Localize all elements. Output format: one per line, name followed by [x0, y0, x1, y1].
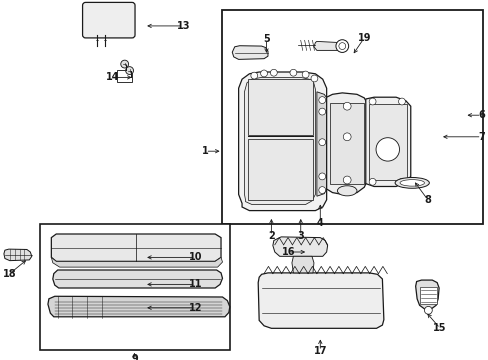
Text: 6: 6 — [477, 110, 484, 120]
Ellipse shape — [337, 186, 356, 196]
Bar — [248, 79, 312, 135]
Text: 10: 10 — [188, 252, 202, 262]
Circle shape — [318, 96, 325, 104]
Polygon shape — [415, 280, 438, 309]
Text: 5: 5 — [263, 34, 269, 44]
Text: 1: 1 — [202, 146, 208, 156]
Circle shape — [398, 98, 405, 105]
Circle shape — [318, 139, 325, 146]
Circle shape — [289, 69, 296, 76]
Bar — [368, 104, 406, 180]
Circle shape — [270, 69, 277, 76]
Polygon shape — [53, 270, 222, 288]
Polygon shape — [4, 249, 32, 261]
Text: 4: 4 — [316, 218, 323, 228]
Circle shape — [310, 75, 317, 82]
Polygon shape — [313, 41, 339, 50]
Text: 3: 3 — [297, 231, 304, 241]
Circle shape — [260, 70, 267, 77]
Bar — [222, 10, 482, 224]
Circle shape — [424, 306, 431, 314]
Circle shape — [343, 133, 350, 141]
Circle shape — [343, 102, 350, 110]
Circle shape — [338, 42, 345, 50]
Circle shape — [250, 72, 257, 79]
Polygon shape — [365, 97, 410, 186]
Circle shape — [398, 178, 405, 185]
Text: 15: 15 — [432, 323, 446, 333]
Text: 14: 14 — [105, 72, 119, 82]
Polygon shape — [51, 234, 221, 261]
Text: 16: 16 — [281, 247, 295, 257]
Circle shape — [121, 60, 128, 68]
Text: 18: 18 — [3, 269, 17, 279]
Circle shape — [368, 178, 375, 185]
Polygon shape — [258, 273, 383, 328]
Ellipse shape — [399, 180, 424, 186]
Text: 11: 11 — [188, 279, 202, 289]
Bar — [117, 70, 132, 82]
Circle shape — [335, 40, 348, 53]
Circle shape — [343, 176, 350, 184]
Polygon shape — [272, 237, 327, 256]
Circle shape — [318, 173, 325, 180]
Ellipse shape — [375, 138, 399, 161]
Polygon shape — [326, 93, 366, 194]
Text: 2: 2 — [267, 231, 274, 241]
Text: 8: 8 — [424, 195, 430, 205]
Polygon shape — [244, 77, 315, 204]
Polygon shape — [232, 46, 267, 59]
Circle shape — [318, 108, 325, 115]
Ellipse shape — [394, 177, 428, 188]
Text: 7: 7 — [477, 132, 484, 142]
Circle shape — [302, 71, 308, 78]
Polygon shape — [291, 256, 313, 273]
Polygon shape — [48, 296, 229, 317]
Polygon shape — [238, 72, 326, 211]
Text: 17: 17 — [313, 346, 326, 356]
Text: 19: 19 — [357, 33, 370, 43]
Text: 9: 9 — [131, 354, 138, 360]
Text: 13: 13 — [176, 21, 190, 31]
FancyBboxPatch shape — [82, 3, 135, 38]
Polygon shape — [316, 92, 327, 196]
Bar — [40, 224, 229, 350]
Polygon shape — [51, 257, 222, 267]
Bar — [419, 287, 436, 304]
Circle shape — [318, 186, 325, 194]
Circle shape — [368, 98, 375, 105]
Bar — [329, 103, 364, 184]
Circle shape — [125, 67, 133, 75]
Text: 12: 12 — [188, 303, 202, 313]
Bar — [248, 139, 312, 200]
